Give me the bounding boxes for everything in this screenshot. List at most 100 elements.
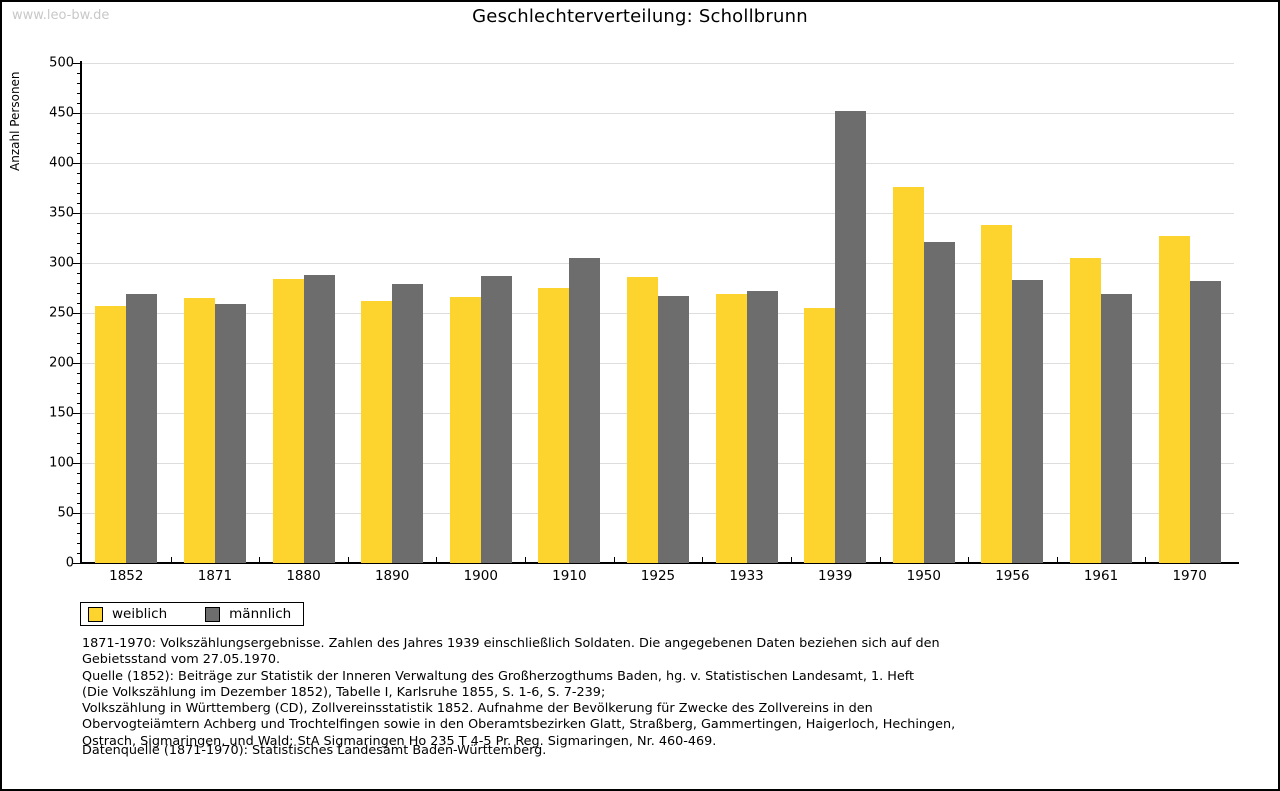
bar-weiblich-1950 bbox=[892, 187, 924, 563]
bar-männlich-1852 bbox=[126, 294, 158, 563]
bar-group-1925 bbox=[614, 63, 703, 563]
y-major-tick bbox=[73, 563, 81, 564]
legend-label: weiblich bbox=[112, 606, 168, 622]
y-tick-label: 50 bbox=[57, 505, 74, 521]
bar-weiblich-1900 bbox=[449, 297, 481, 563]
bar-männlich-1910 bbox=[569, 258, 601, 563]
x-category-label: 1933 bbox=[729, 568, 764, 584]
x-axis-labels: 1852 1871 1880 1890 1900 1910 1925 1933 1939 1950… bbox=[82, 568, 1234, 584]
y-minor-tick bbox=[77, 143, 81, 144]
x-boundary-tick bbox=[348, 557, 349, 563]
x-boundary-tick bbox=[1145, 557, 1146, 563]
x-category-label: 1956 bbox=[995, 568, 1030, 584]
x-boundary-tick bbox=[614, 557, 615, 563]
y-minor-tick bbox=[77, 223, 81, 224]
bar-group-1950 bbox=[879, 63, 968, 563]
x-category-label: 1950 bbox=[906, 568, 941, 584]
x-category-label: 1939 bbox=[818, 568, 853, 584]
bar-männlich-1925 bbox=[657, 296, 689, 563]
x-category-label: 1910 bbox=[552, 568, 587, 584]
footnote-line: Ostrach, Sigmaringen, und Wald; StA Sigm… bbox=[82, 733, 717, 749]
watermark: www.leo-bw.de bbox=[12, 8, 110, 23]
y-minor-tick bbox=[77, 253, 81, 254]
bar-group-1900 bbox=[436, 63, 525, 563]
y-minor-tick bbox=[77, 273, 81, 274]
bar-weiblich-1939 bbox=[804, 308, 836, 563]
bar-group-1970 bbox=[1145, 63, 1234, 563]
bar-männlich-1933 bbox=[746, 291, 778, 563]
bar-weiblich-1956 bbox=[981, 225, 1013, 563]
y-minor-tick bbox=[77, 93, 81, 94]
bar-weiblich-1890 bbox=[361, 301, 393, 563]
y-major-tick bbox=[73, 263, 81, 264]
y-minor-tick bbox=[77, 503, 81, 504]
y-minor-tick bbox=[77, 443, 81, 444]
y-minor-tick bbox=[77, 283, 81, 284]
bar-weiblich-1925 bbox=[626, 277, 658, 563]
bar-group-1939 bbox=[791, 63, 880, 563]
x-boundary-tick bbox=[525, 557, 526, 563]
y-minor-tick bbox=[77, 73, 81, 74]
y-tick-label: 250 bbox=[49, 305, 74, 321]
chart-title: Geschlechterverteilung: Schollbrunn bbox=[472, 6, 808, 27]
legend: weiblich männlich bbox=[80, 602, 305, 626]
footnote-line: (Die Volkszählung im Dezember 1852), Tab… bbox=[82, 684, 606, 700]
y-gridline bbox=[82, 113, 1234, 114]
bar-weiblich-1970 bbox=[1158, 236, 1190, 563]
y-tick-label: 350 bbox=[49, 205, 74, 221]
y-tick-label: 500 bbox=[49, 55, 74, 71]
bar-group-1956 bbox=[968, 63, 1057, 563]
y-axis-line bbox=[80, 61, 82, 564]
x-boundary-tick bbox=[436, 557, 437, 563]
y-tick-label: 400 bbox=[49, 155, 74, 171]
x-axis-line bbox=[80, 562, 1239, 564]
bar-group-1871 bbox=[171, 63, 260, 563]
footnotes: 1871-1970: Volkszählungsergebnisse. Zahl… bbox=[82, 636, 1232, 750]
x-category-label: 1852 bbox=[109, 568, 144, 584]
y-minor-tick bbox=[77, 433, 81, 434]
bar-group-1933 bbox=[702, 63, 791, 563]
y-tick-label: 300 bbox=[49, 255, 74, 271]
legend-item-weiblich: weiblich bbox=[88, 606, 167, 622]
y-tick-label: 450 bbox=[49, 105, 74, 121]
bar-männlich-1900 bbox=[480, 276, 512, 563]
y-minor-tick bbox=[77, 153, 81, 154]
bar-group-1890 bbox=[348, 63, 437, 563]
y-minor-tick bbox=[77, 553, 81, 554]
y-major-tick bbox=[73, 463, 81, 464]
plot-area bbox=[82, 63, 1234, 563]
y-gridline bbox=[82, 63, 1234, 64]
bar-weiblich-1961 bbox=[1070, 258, 1101, 563]
x-boundary-tick bbox=[1057, 557, 1058, 563]
y-tick-label: 0 bbox=[65, 555, 74, 571]
footnote-line: 1871-1970: Volkszählungsergebnisse. Zahl… bbox=[82, 636, 940, 651]
footnote-line: Obervogteiämtern Achberg und Trochtelfin… bbox=[82, 717, 956, 733]
y-major-tick bbox=[73, 63, 81, 64]
y-minor-tick bbox=[77, 473, 81, 474]
x-boundary-tick bbox=[171, 557, 172, 563]
y-minor-tick bbox=[77, 323, 81, 324]
legend-swatch bbox=[205, 606, 221, 622]
x-boundary-tick bbox=[968, 557, 969, 563]
y-gridline bbox=[82, 213, 1234, 214]
y-minor-tick bbox=[77, 203, 81, 204]
y-minor-tick bbox=[77, 333, 81, 334]
legend-swatch bbox=[88, 606, 103, 622]
bar-männlich-1890 bbox=[392, 284, 424, 563]
bar-group-1961 bbox=[1057, 63, 1146, 563]
y-major-tick bbox=[73, 213, 81, 214]
bar-weiblich-1871 bbox=[183, 298, 215, 563]
y-minor-tick bbox=[77, 523, 81, 524]
y-minor-tick bbox=[77, 403, 81, 404]
datasource-line: Datenquelle (1871-1970): Statistisches L… bbox=[82, 743, 547, 758]
y-tick-label: 150 bbox=[49, 405, 74, 421]
y-axis-title: Anzahl Personen bbox=[8, 71, 22, 171]
y-minor-tick bbox=[77, 373, 81, 374]
y-minor-tick bbox=[77, 423, 81, 424]
bar-männlich-1970 bbox=[1189, 281, 1221, 563]
bar-männlich-1939 bbox=[835, 111, 867, 563]
y-minor-tick bbox=[77, 393, 81, 394]
y-minor-tick bbox=[77, 133, 81, 134]
x-category-label: 1880 bbox=[286, 568, 321, 584]
